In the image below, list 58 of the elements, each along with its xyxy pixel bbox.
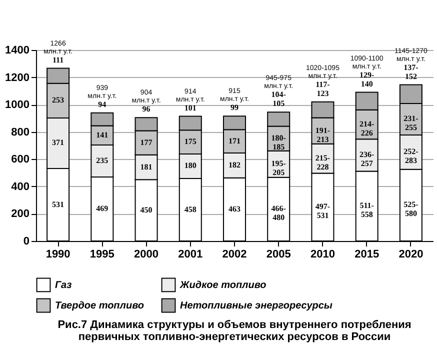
data-label: 466-480 [271,204,286,222]
legend-label: Твердое топливо [55,300,144,312]
data-label: 175 [184,137,196,146]
y-tick-label: 0 [23,236,30,248]
data-label: 101 [184,103,196,112]
data-label: 141 [96,130,108,140]
data-label: 99 [230,103,238,112]
data-label: 469 [96,204,108,214]
x-tick-label: 1990 [46,248,70,260]
data-label: 371 [52,138,64,148]
data-label: 450 [140,205,152,214]
data-label: 171 [228,136,240,146]
data-label: 96 [142,104,150,114]
y-tick-label: 800 [11,126,30,138]
x-tick-label: 2000 [134,248,159,260]
x-tick-label: 2015 [354,248,380,260]
data-label: 235 [96,156,108,165]
y-tick-label: 1200 [5,72,30,84]
data-label: 94 [98,100,106,109]
data-label: 195-205 [271,159,286,178]
data-label: 458 [184,204,196,214]
y-tick-label: 1000 [5,99,30,112]
data-label: 497-531 [315,202,330,220]
data-label: 531 [52,200,64,209]
legend-label: Жидкое топливо [179,280,266,291]
text: Рис.7 Динамика структуры и объемов внутреннего потребления первичных топливно-энергетических ресурсов в России [58,319,412,343]
data-label: 137-152 [404,62,419,81]
data-label: 180 [184,161,196,170]
y-tick-label: 600 [11,154,30,166]
x-tick-label: 1995 [90,248,114,260]
data-label: 215-228 [315,154,330,172]
data-label: 525-580 [404,200,419,218]
x-tick-label: 2001 [178,248,203,260]
data-label: 231-255 [404,114,419,132]
y-tick-label: 400 [11,180,30,193]
x-tick-label: 2010 [310,248,335,260]
data-label: 181 [140,162,152,172]
data-label: 129-140 [359,70,374,88]
data-label: 180-185 [271,134,286,152]
legend-label: Газ [55,280,72,291]
data-label: 253 [52,96,64,105]
data-label: 182 [228,160,240,170]
data-label: 111 [52,55,64,64]
x-tick-label: 2005 [266,248,291,260]
data-label: 236-257 [359,150,374,168]
y-tick-label: 200 [11,208,30,220]
data-label: 252-283 [404,147,419,166]
legend-label: Нетопливные энергоресурсы [180,300,333,312]
data-label: 214-226 [359,119,374,138]
data-label: 511-558 [360,201,374,220]
data-label: 463 [228,204,240,214]
data-label: 104-105 [271,90,286,108]
data-label: 177 [140,138,152,147]
x-tick-label: 2020 [398,248,424,260]
data-label: 117-123 [316,80,330,98]
y-tick-label: 1400 [5,44,30,56]
data-label: 191-213 [315,126,330,144]
x-tick-label: 2002 [222,248,247,260]
